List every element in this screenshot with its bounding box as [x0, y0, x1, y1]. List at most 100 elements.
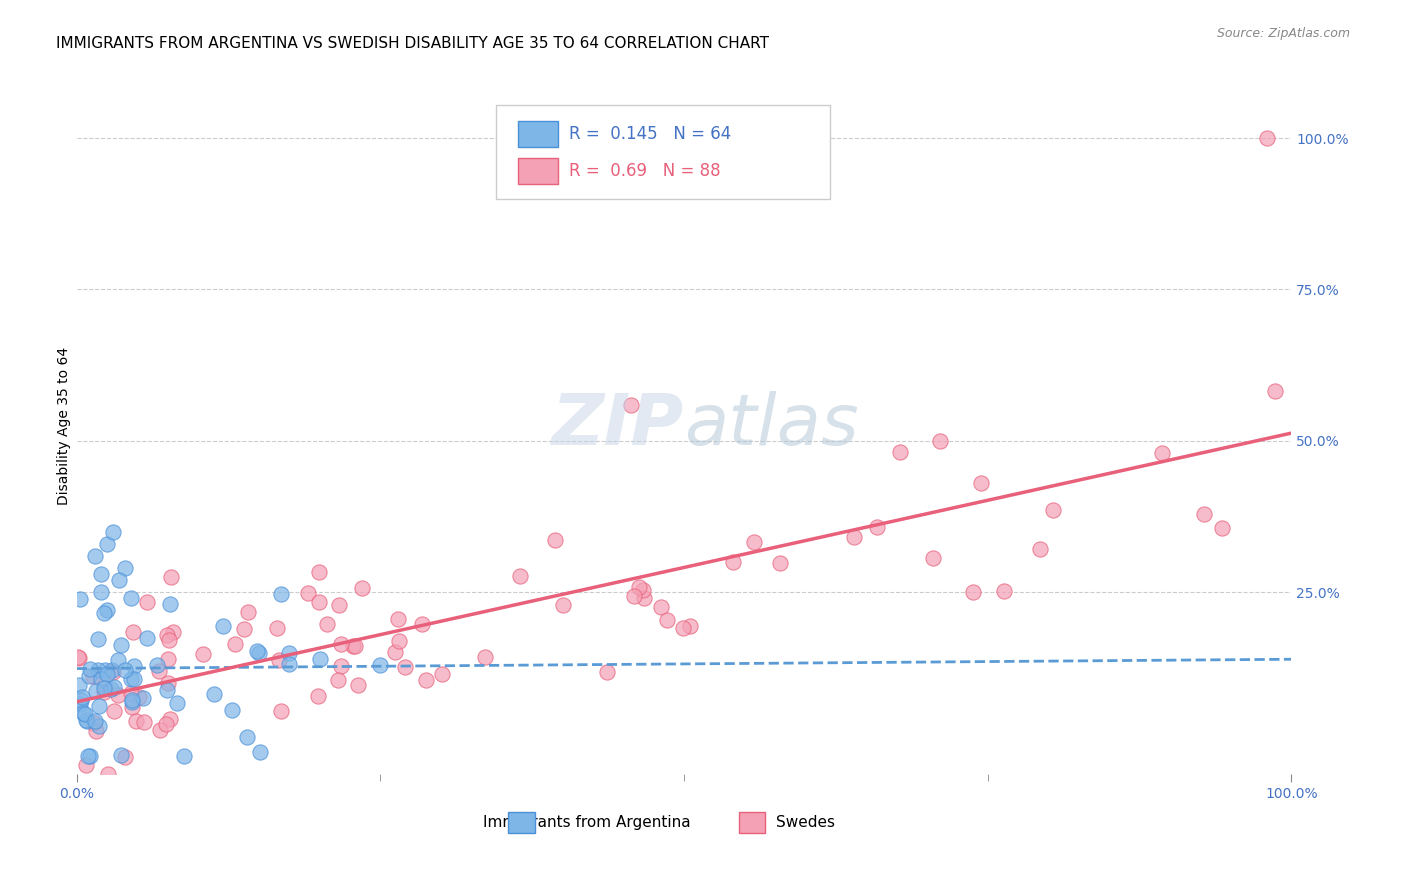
Point	[159, 570, 181, 584]
Point	[269, 653, 291, 667]
Point	[121, 692, 143, 706]
Point	[633, 591, 655, 606]
Point	[162, 625, 184, 640]
Point	[114, 663, 136, 677]
Point	[721, 555, 744, 569]
Point	[221, 703, 243, 717]
Point	[107, 689, 129, 703]
Point	[69, 592, 91, 607]
Point	[232, 622, 254, 636]
Point	[384, 644, 406, 658]
Point	[87, 719, 110, 733]
Point	[394, 660, 416, 674]
Point	[202, 687, 225, 701]
Point	[86, 632, 108, 647]
Point	[89, 699, 111, 714]
Text: ZIP: ZIP	[551, 392, 685, 460]
Point	[107, 653, 129, 667]
Point	[156, 628, 179, 642]
Point	[149, 723, 172, 738]
Point	[191, 647, 214, 661]
Point	[72, 690, 94, 704]
Point	[75, 758, 97, 772]
Point	[411, 616, 433, 631]
Point	[87, 663, 110, 677]
Point	[330, 637, 353, 651]
Point	[69, 697, 91, 711]
Point	[96, 603, 118, 617]
Point	[993, 583, 1015, 598]
Point	[328, 673, 350, 687]
Point	[236, 730, 259, 744]
Point	[173, 748, 195, 763]
Point	[96, 767, 118, 781]
Point	[120, 672, 142, 686]
Text: atlas: atlas	[685, 392, 859, 460]
Point	[148, 665, 170, 679]
Point	[1029, 542, 1052, 557]
Y-axis label: Disability Age 35 to 64: Disability Age 35 to 64	[58, 347, 72, 505]
Point	[627, 580, 650, 594]
Point	[157, 652, 180, 666]
Point	[474, 649, 496, 664]
Point	[122, 672, 145, 686]
Point	[246, 644, 269, 658]
Point	[103, 704, 125, 718]
Point	[415, 673, 437, 687]
Point	[110, 638, 132, 652]
Point	[108, 573, 131, 587]
Point	[110, 747, 132, 762]
Point	[84, 723, 107, 738]
Point	[344, 640, 367, 654]
Point	[120, 686, 142, 700]
FancyBboxPatch shape	[517, 120, 558, 147]
Point	[844, 530, 866, 544]
Point	[352, 581, 374, 595]
Point	[90, 672, 112, 686]
Text: Immigrants from Argentina: Immigrants from Argentina	[484, 815, 690, 830]
Point	[328, 598, 350, 612]
Point	[159, 597, 181, 611]
Point	[620, 398, 643, 412]
Point	[330, 659, 353, 673]
Point	[90, 567, 112, 582]
Point	[75, 713, 97, 727]
Point	[96, 537, 118, 551]
Point	[387, 612, 409, 626]
Point	[101, 524, 124, 539]
Point	[1042, 503, 1064, 517]
Point	[744, 535, 766, 549]
Point	[94, 663, 117, 677]
Point	[342, 640, 364, 654]
Point	[94, 680, 117, 694]
Point	[308, 652, 330, 666]
Point	[308, 595, 330, 609]
Point	[266, 621, 288, 635]
Point	[769, 556, 792, 570]
Text: R =  0.145   N = 64: R = 0.145 N = 64	[568, 125, 731, 143]
Point	[93, 681, 115, 695]
Point	[122, 658, 145, 673]
Point	[1256, 131, 1278, 145]
Text: R =  0.69   N = 88: R = 0.69 N = 88	[568, 161, 720, 180]
Point	[159, 712, 181, 726]
Point	[83, 716, 105, 731]
Point	[128, 690, 150, 704]
Point	[72, 706, 94, 721]
Point	[125, 714, 148, 729]
Point	[1152, 446, 1174, 460]
Point	[631, 583, 654, 598]
Point	[247, 646, 270, 660]
Point	[121, 695, 143, 709]
Text: Swedes: Swedes	[776, 815, 835, 830]
Point	[544, 533, 567, 547]
Point	[134, 715, 156, 730]
Point	[131, 690, 153, 705]
Point	[93, 685, 115, 699]
Point	[224, 637, 246, 651]
Point	[73, 707, 96, 722]
Point	[77, 669, 100, 683]
Point	[114, 750, 136, 764]
Point	[121, 699, 143, 714]
FancyBboxPatch shape	[517, 158, 558, 184]
